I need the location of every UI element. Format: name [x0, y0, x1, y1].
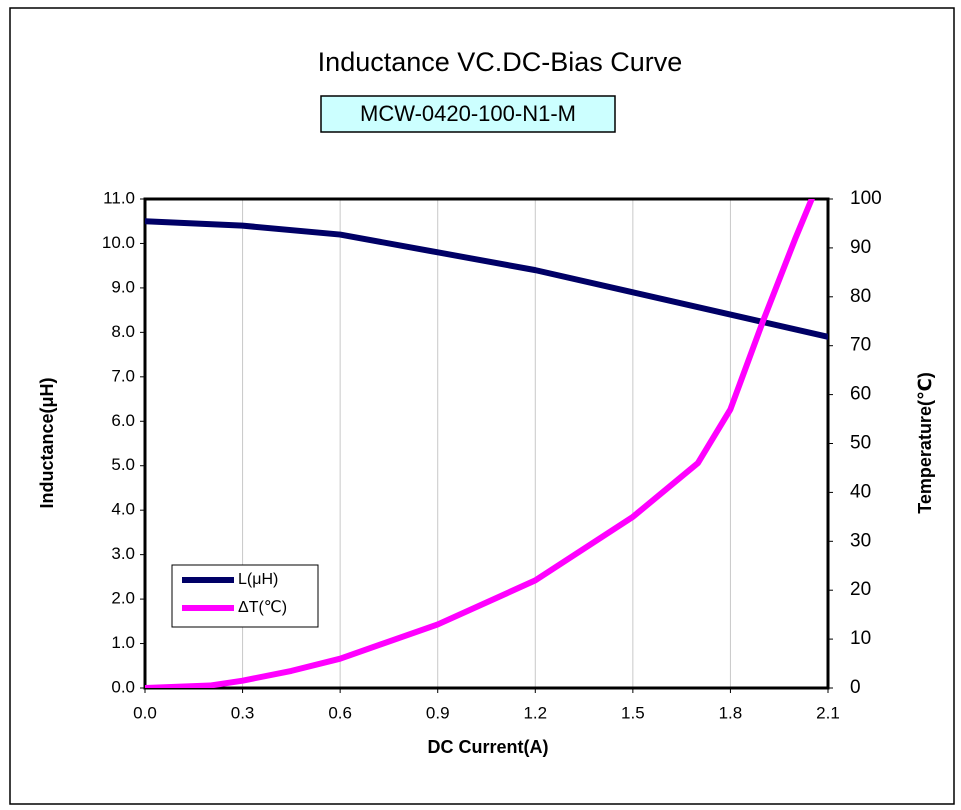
y2-tick-label: 30 [850, 530, 871, 551]
legend-label: ΔT(℃) [238, 599, 287, 616]
y-tick-label: 9.0 [111, 277, 135, 296]
series-line [145, 199, 815, 688]
x-tick-label: 1.2 [523, 703, 547, 722]
plot-border [143, 197, 830, 690]
y-tick-label: 6.0 [111, 411, 135, 430]
y-tick-label: 10.0 [102, 233, 135, 252]
y-tick-label: 5.0 [111, 455, 135, 474]
y2-tick-label: 90 [850, 237, 871, 258]
subtitle-box [320, 95, 616, 133]
y2-tick-label: 0 [850, 677, 861, 698]
y2-tick-label: 70 [850, 335, 871, 356]
x-tick-label: 0.0 [133, 703, 157, 722]
y-tick-label: 7.0 [111, 366, 135, 385]
y-tick-label: 1.0 [111, 633, 135, 652]
y2-tick-label: 60 [850, 384, 871, 405]
y2-tick-label: 20 [850, 579, 871, 600]
x-axis-label: DC Current(A) [428, 737, 549, 757]
y-tick-label: 2.0 [111, 589, 135, 608]
x-tick-label: 2.1 [816, 703, 840, 722]
y2-tick-label: 80 [850, 286, 871, 307]
y2-axis-label: Temperature(℃) [915, 372, 935, 514]
chart-subtitle: MCW-0420-100-N1-M [360, 101, 576, 126]
legend-box [171, 564, 319, 628]
x-tick-label: 0.6 [328, 703, 352, 722]
y-axis-label: Inductance(μH) [37, 377, 57, 508]
x-tick-label: 1.8 [719, 703, 743, 722]
x-tick-label: 0.9 [426, 703, 450, 722]
y-tick-label: 4.0 [111, 500, 135, 519]
y-tick-label: 3.0 [111, 544, 135, 563]
y2-tick-label: 100 [850, 188, 882, 209]
y-tick-label: 8.0 [111, 322, 135, 341]
series-line [145, 218, 828, 340]
y2-tick-label: 40 [850, 481, 871, 502]
legend-label: L(μH) [238, 571, 278, 588]
frame [9, 7, 955, 805]
x-tick-label: 1.5 [621, 703, 645, 722]
y-tick-label: 0.0 [111, 677, 135, 696]
chart-title: Inductance VC.DC-Bias Curve [318, 47, 683, 77]
y2-tick-label: 50 [850, 433, 871, 454]
y-tick-label: 11.0 [103, 188, 135, 207]
y2-tick-label: 10 [850, 628, 871, 649]
x-tick-label: 0.3 [231, 703, 255, 722]
